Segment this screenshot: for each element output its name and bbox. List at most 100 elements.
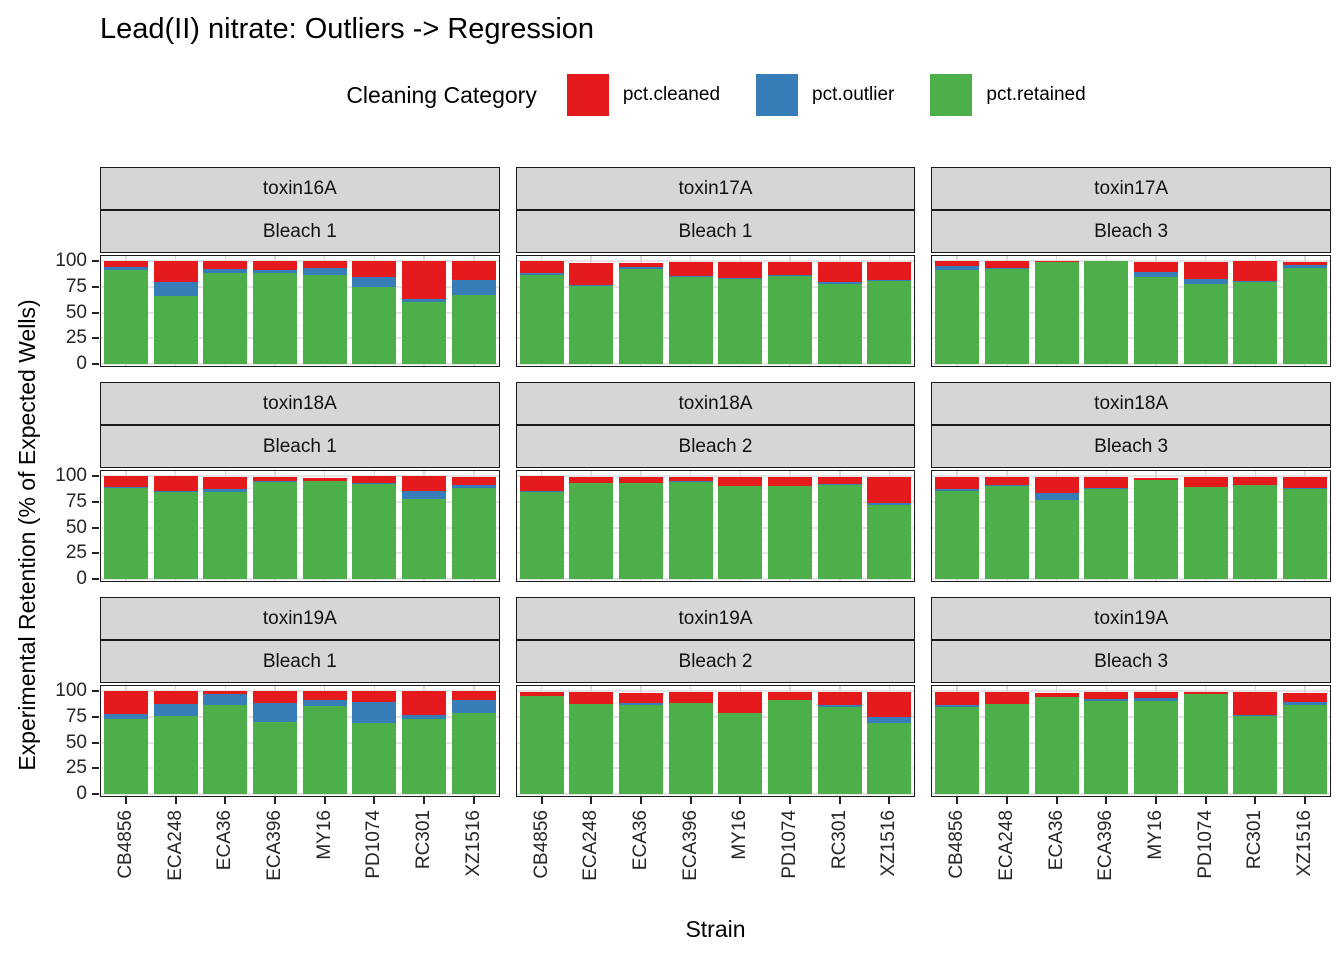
bar-segment-pct-outlier xyxy=(817,281,862,284)
bar-segment-pct-outlier xyxy=(352,277,397,287)
bar-segment-pct-retained xyxy=(817,485,862,579)
bar-segment-pct-retained xyxy=(569,285,614,364)
y-tick-label: 0 xyxy=(76,568,87,589)
bar-segment-pct-cleaned xyxy=(1034,693,1079,698)
bar-segment-pct-cleaned xyxy=(718,262,763,278)
bar-segment-pct-retained xyxy=(203,492,248,579)
bar-segment-pct-cleaned xyxy=(817,692,862,706)
y-tick-mark xyxy=(92,578,99,580)
bar-segment-pct-retained xyxy=(252,721,297,794)
minor-gridline xyxy=(932,350,1330,352)
bar-segment-pct-cleaned xyxy=(451,477,496,486)
major-gridline xyxy=(101,363,499,365)
bar-segment-pct-cleaned xyxy=(618,263,663,268)
stacked-bar-PD1074 xyxy=(352,261,397,364)
legend-item: pct.outlier xyxy=(756,74,894,116)
x-tick-label: ECA396 xyxy=(679,810,701,881)
chart-title: Lead(II) nitrate: Outliers -> Regression xyxy=(100,13,595,45)
facet-panel: toxin17A Bleach 1 xyxy=(515,167,916,367)
stacked-bar-ECA396 xyxy=(1084,261,1129,364)
y-tick-mark xyxy=(92,793,99,795)
bar-segment-pct-cleaned xyxy=(1034,477,1079,493)
major-gridline xyxy=(516,690,915,692)
minor-gridline xyxy=(516,273,915,275)
major-gridline xyxy=(932,475,1330,477)
facet-strip-toxin: toxin18A xyxy=(931,382,1331,425)
bar-segment-pct-outlier xyxy=(817,705,862,708)
x-tick-mark xyxy=(838,796,841,804)
stacked-bar-ECA36 xyxy=(203,261,248,364)
bar-segment-pct-outlier xyxy=(618,703,663,706)
bar-segment-pct-retained xyxy=(984,704,1029,794)
x-tick-mark xyxy=(888,796,891,804)
bar-segment-pct-cleaned xyxy=(302,261,347,269)
stacked-bar-RC301 xyxy=(402,691,447,794)
y-tick-label: 100 xyxy=(55,250,87,271)
bar-segment-pct-retained xyxy=(1084,489,1129,579)
minor-gridline xyxy=(932,565,1330,567)
stacked-bar-PD1074 xyxy=(768,477,813,579)
y-axis-title: Experimental Retention (% of Expected We… xyxy=(14,299,40,771)
bar-segment-pct-cleaned xyxy=(519,476,564,492)
x-tick-mark xyxy=(124,796,127,804)
major-gridline xyxy=(932,260,1330,262)
bar-segment-pct-outlier xyxy=(153,281,198,297)
bar-segment-pct-retained xyxy=(1084,701,1129,794)
stacked-bar-ECA248 xyxy=(569,263,614,364)
y-tick-mark xyxy=(92,500,99,503)
minor-gridline xyxy=(516,324,915,326)
bar-segment-pct-retained xyxy=(817,283,862,364)
facet-strip-toxin: toxin18A xyxy=(100,382,500,425)
x-tick-label: ECA248 xyxy=(164,810,186,881)
bar-segment-pct-cleaned xyxy=(867,262,912,280)
bar-segment-pct-cleaned xyxy=(451,261,496,280)
x-tick-label: CB4856 xyxy=(946,810,968,879)
bar-segment-pct-retained xyxy=(1183,283,1228,364)
stacked-bar-MY16 xyxy=(718,477,763,579)
stacked-bar-RC301 xyxy=(1233,261,1278,364)
facet-strip-toxin: toxin19A xyxy=(100,597,500,640)
x-tick-label: ECA396 xyxy=(1095,810,1117,881)
bar-segment-pct-retained xyxy=(252,273,297,364)
bar-segment-pct-outlier xyxy=(302,700,347,707)
major-gridline xyxy=(932,500,1330,503)
stacked-bar-XZ1516 xyxy=(867,477,912,579)
major-gridline xyxy=(101,767,499,770)
bar-segment-pct-retained xyxy=(519,696,564,794)
bar-segment-pct-retained xyxy=(1233,715,1278,794)
x-tick-mark xyxy=(174,796,177,804)
x-tick-mark xyxy=(1204,796,1207,804)
bar-segment-pct-cleaned xyxy=(203,691,248,695)
x-tick-label: RC301 xyxy=(828,810,850,870)
x-tick-label: ECA36 xyxy=(214,810,236,871)
x-tick-label: PD1074 xyxy=(363,810,385,879)
bar-segment-pct-outlier xyxy=(103,267,148,271)
bar-segment-pct-cleaned xyxy=(618,477,663,484)
bar-segment-pct-retained xyxy=(1233,485,1278,579)
bar-segment-pct-cleaned xyxy=(1134,478,1178,481)
y-tick-mark xyxy=(92,285,99,288)
bar-segment-pct-outlier xyxy=(1183,278,1228,284)
x-tick-mark xyxy=(639,796,642,804)
y-tick-mark xyxy=(92,475,99,477)
bar-segment-pct-retained xyxy=(718,278,763,364)
minor-gridline xyxy=(932,703,1330,705)
stacked-bar-ECA36 xyxy=(203,691,248,794)
x-tick-mark xyxy=(590,796,593,804)
minor-gridline xyxy=(932,324,1330,326)
minor-gridline xyxy=(101,729,499,731)
bar-segment-pct-retained xyxy=(352,722,397,794)
bar-segment-pct-retained xyxy=(618,483,663,579)
bar-segment-pct-retained xyxy=(1283,268,1328,364)
stacked-bar-XZ1516 xyxy=(1283,693,1328,794)
x-tick-label: ECA396 xyxy=(263,810,285,881)
x-tick-mark xyxy=(323,796,326,804)
facet-strip-bleach: Bleach 3 xyxy=(931,640,1331,683)
major-gridline xyxy=(101,690,499,692)
bar-segment-pct-retained xyxy=(252,482,297,579)
stacked-bar-RC301 xyxy=(402,476,447,579)
minor-gridline xyxy=(101,514,499,516)
bar-segment-pct-cleaned xyxy=(668,262,713,277)
bar-segment-pct-cleaned xyxy=(1233,692,1278,715)
